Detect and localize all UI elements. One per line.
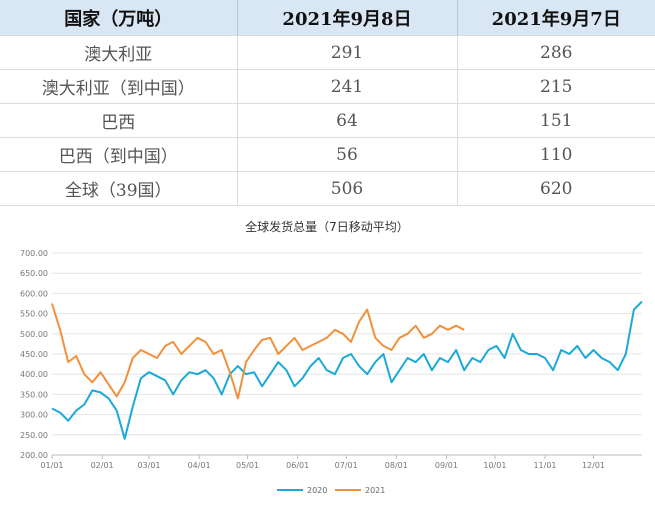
x-tick-label: 05/01 xyxy=(236,461,259,470)
x-tick-label: 04/01 xyxy=(188,461,211,470)
table-row: 全球（39国） 506 620 xyxy=(0,171,655,206)
column-header-country: 国家（万吨） xyxy=(0,0,238,36)
legend-label-2020: 2020 xyxy=(307,486,327,495)
table-cell: 澳大利亚 xyxy=(0,35,238,70)
table-cell: 151 xyxy=(457,103,655,138)
y-tick-label: 550.00 xyxy=(20,310,48,319)
x-tick-label: 06/01 xyxy=(286,461,309,470)
y-tick-label: 200.00 xyxy=(20,451,48,460)
table-cell: 巴西 xyxy=(0,103,238,138)
x-tick-label: 07/01 xyxy=(335,461,358,470)
y-tick-label: 450.00 xyxy=(20,350,48,359)
table-row: 巴西 64 151 xyxy=(0,103,655,138)
table-row: 澳大利亚 291 286 xyxy=(0,35,655,70)
column-header-date-0907: 2021年9月7日 xyxy=(457,0,655,36)
legend-label-2021: 2021 xyxy=(365,486,385,495)
chart-title: 全球发货总量（7日移动平均） xyxy=(245,219,409,234)
x-tick-label: 03/01 xyxy=(137,461,160,470)
x-tick-label: 09/01 xyxy=(435,461,458,470)
line-chart: 全球发货总量（7日移动平均） 200.00 250.00 300.00 350.00 4… xyxy=(20,219,643,495)
x-tick-label: 02/01 xyxy=(91,461,114,470)
table-row: 巴西（到中国） 56 110 xyxy=(0,137,655,172)
y-tick-label: 300.00 xyxy=(20,411,48,420)
table-cell: 620 xyxy=(457,171,655,206)
y-tick-label: 600.00 xyxy=(20,289,48,298)
series-line-2020 xyxy=(51,300,643,440)
x-tick-label: 08/01 xyxy=(385,461,408,470)
table-cell: 241 xyxy=(237,69,458,104)
series-layer xyxy=(51,300,643,440)
tick-layer: 200.00 250.00 300.00 350.00 400.00 450.00 500.… xyxy=(20,249,605,470)
table-header-row: 国家（万吨） 2021年9月8日 2021年9月7日 xyxy=(0,0,655,36)
x-tick-label: 12/01 xyxy=(582,461,605,470)
x-tick-label: 01/01 xyxy=(40,461,63,470)
x-tick-label: 11/01 xyxy=(533,461,556,470)
column-header-date-0908: 2021年9月8日 xyxy=(237,0,458,36)
table-cell: 澳大利亚（到中国） xyxy=(0,69,238,104)
table-cell: 巴西（到中国） xyxy=(0,137,238,172)
y-tick-label: 500.00 xyxy=(20,330,48,339)
table-cell: 64 xyxy=(237,103,458,138)
y-tick-label: 650.00 xyxy=(20,269,48,278)
table-cell: 215 xyxy=(457,69,655,104)
table-cell: 全球（39国） xyxy=(0,171,238,206)
grid-layer xyxy=(52,252,642,456)
legend: 2020 2021 xyxy=(277,486,385,495)
table-cell: 110 xyxy=(457,137,655,172)
y-tick-label: 350.00 xyxy=(20,390,48,399)
data-table: 国家（万吨） 2021年9月8日 2021年9月7日 澳大利亚 291 286 … xyxy=(0,0,655,206)
table-cell: 291 xyxy=(237,35,458,70)
series-line-2021 xyxy=(51,303,465,400)
table-cell: 506 xyxy=(237,171,458,206)
table-cell: 286 xyxy=(457,35,655,70)
y-tick-label: 400.00 xyxy=(20,370,48,379)
table-row: 澳大利亚（到中国） 241 215 xyxy=(0,69,655,104)
y-tick-label: 700.00 xyxy=(20,249,48,258)
y-tick-label: 250.00 xyxy=(20,431,48,440)
x-tick-label: 10/01 xyxy=(483,461,506,470)
table-cell: 56 xyxy=(237,137,458,172)
